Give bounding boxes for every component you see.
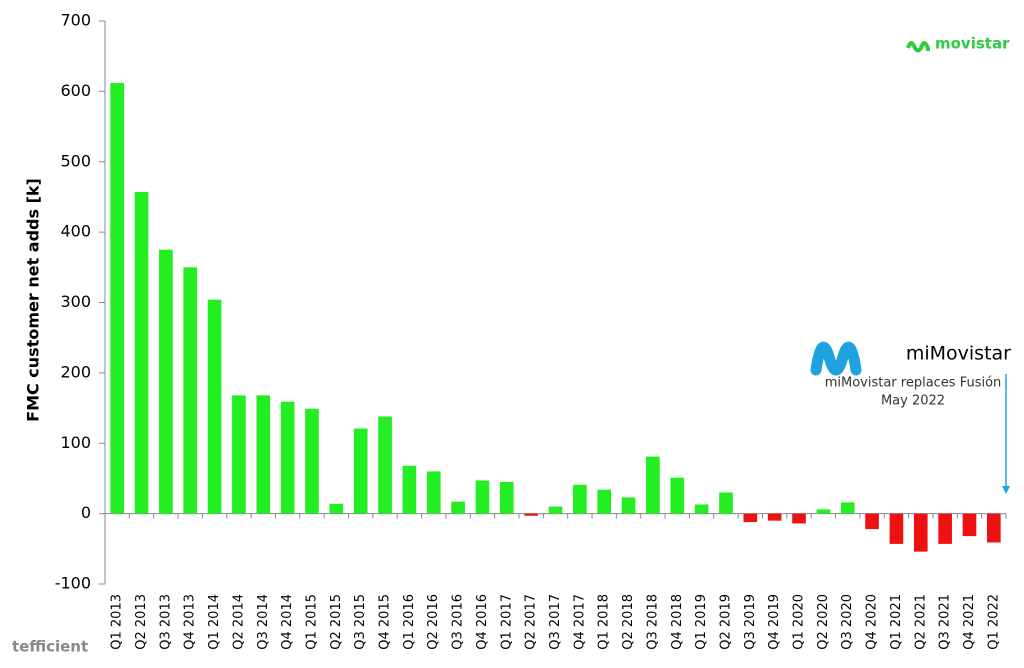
bar [719, 492, 733, 514]
bar [378, 416, 392, 514]
x-tick-label: Q2 2013 [134, 594, 149, 650]
bar [962, 513, 977, 537]
x-tick-label: Q1 2013 [110, 594, 125, 650]
y-tick-label: 100 [60, 433, 91, 452]
x-tick-label: Q2 2020 [816, 594, 831, 650]
x-tick-label: Q4 2014 [280, 594, 295, 650]
x-tick-label: Q3 2015 [353, 594, 368, 650]
bar [134, 192, 149, 514]
bar [159, 249, 173, 514]
x-tick-label: Q2 2015 [329, 594, 344, 650]
mimovistar-text: miMovistar [906, 343, 1011, 365]
bar [792, 513, 806, 524]
x-tick-label: Q4 2016 [475, 594, 490, 650]
x-tick-label: Q1 2015 [304, 594, 319, 650]
x-tick-label: Q3 2019 [743, 594, 758, 650]
bar [865, 513, 879, 530]
x-tick-label: Q3 2020 [840, 594, 855, 650]
bar [183, 267, 198, 514]
x-tick-label: Q3 2018 [645, 594, 660, 650]
bar [670, 477, 685, 514]
bar [816, 509, 831, 514]
x-tick-label: Q2 2014 [231, 594, 246, 650]
x-tick-label: Q4 2019 [767, 594, 782, 650]
bar [646, 456, 660, 514]
x-tick-label: Q2 2021 [913, 594, 928, 650]
y-tick-label: 600 [60, 81, 91, 100]
arrow-head [1002, 486, 1010, 494]
logo-mark [906, 41, 930, 53]
bar [305, 408, 319, 514]
bar [573, 484, 587, 514]
bar [913, 513, 928, 552]
x-tick-label: Q3 2017 [548, 594, 563, 650]
bar [597, 489, 612, 514]
bar [110, 82, 124, 514]
x-tick-label: Q2 2016 [426, 594, 441, 650]
y-tick-label: 400 [60, 222, 91, 241]
bar [889, 513, 904, 544]
x-tick-label: Q3 2021 [938, 594, 953, 650]
y-tick-label: -100 [55, 574, 91, 593]
bar [232, 395, 246, 514]
bar [840, 502, 855, 514]
x-tick-label: Q4 2020 [865, 594, 880, 650]
x-tick-label: Q4 2017 [572, 594, 587, 650]
y-tick-label: 500 [60, 151, 91, 170]
y-tick-label: 200 [60, 362, 91, 381]
bar [280, 401, 295, 514]
x-tick-label: Q1 2014 [207, 594, 222, 650]
bar [451, 501, 465, 514]
bar [767, 513, 782, 521]
bar [743, 513, 758, 523]
x-tick-label: Q4 2018 [670, 594, 685, 650]
bar [524, 513, 538, 516]
x-tick-label: Q3 2016 [451, 594, 466, 650]
x-tick-label: Q4 2015 [378, 594, 393, 650]
bar [329, 503, 344, 514]
x-tick-label: Q1 2016 [402, 594, 417, 650]
bar [402, 465, 417, 514]
bar [548, 506, 563, 514]
logo-text: movistar [935, 35, 1010, 53]
y-axis-label: FMC customer net adds [k] [24, 178, 43, 422]
x-tick-label: Q1 2022 [986, 594, 1001, 650]
x-tick-label: Q1 2017 [499, 594, 514, 650]
x-tick-label: Q1 2020 [792, 594, 807, 650]
x-tick-label: Q2 2018 [621, 594, 636, 650]
bar [426, 471, 441, 514]
y-tick-label: 700 [60, 11, 91, 30]
bar [499, 481, 514, 514]
annotation: miMovistar replaces Fusión [825, 376, 1002, 391]
x-tick-label: Q3 2014 [256, 594, 271, 650]
y-tick-label: 300 [60, 292, 91, 311]
x-tick-label: Q4 2013 [183, 594, 198, 650]
bar [621, 497, 636, 514]
mimovistar-logo [810, 341, 862, 376]
bar [256, 395, 271, 514]
bar [353, 428, 368, 514]
x-tick-label: Q1 2018 [597, 594, 612, 650]
x-tick-label: Q3 2013 [158, 594, 173, 650]
bar [694, 504, 709, 514]
x-tick-label: Q2 2019 [718, 594, 733, 650]
bar [207, 299, 222, 514]
movistar-logo: movistar [906, 35, 1010, 53]
watermark: tefficient [12, 638, 88, 656]
x-tick-label: Q2 2017 [524, 594, 539, 650]
x-tick-label: Q1 2019 [694, 594, 709, 650]
bar [938, 513, 952, 544]
y-tick-label: 0 [81, 503, 91, 522]
x-tick-label: Q1 2021 [889, 594, 904, 650]
annotation: May 2022 [881, 394, 945, 409]
bar [475, 480, 490, 514]
bar [987, 513, 1001, 543]
x-tick-label: Q4 2021 [962, 594, 977, 650]
